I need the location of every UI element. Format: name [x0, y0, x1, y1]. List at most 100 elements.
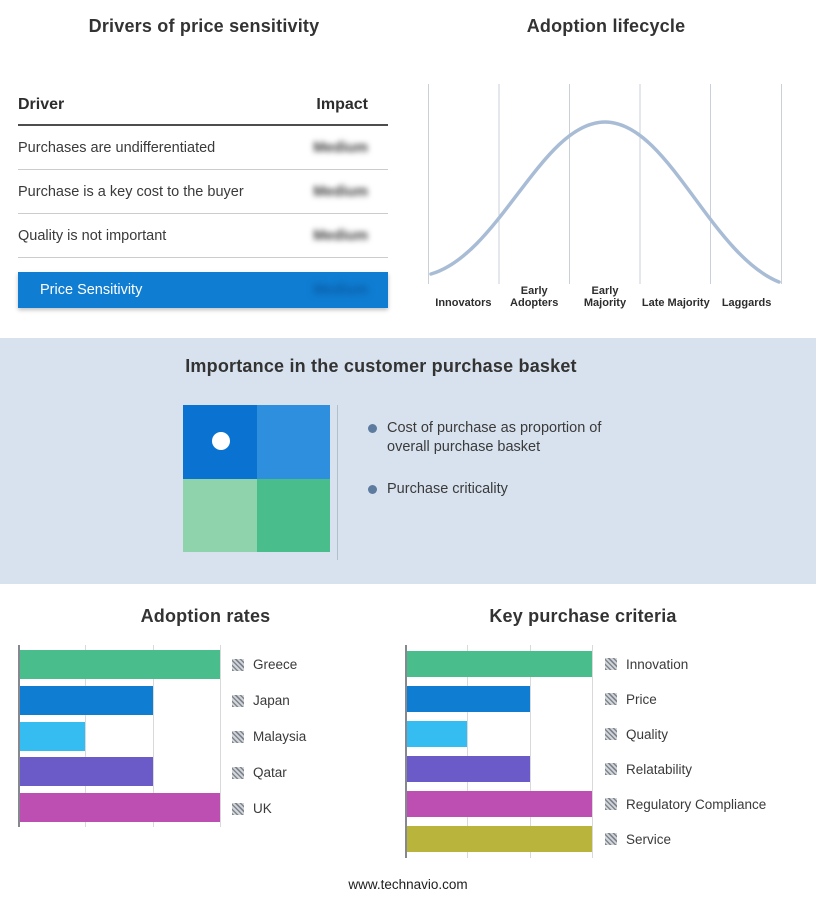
y-axis-line: [405, 645, 407, 858]
hatch-swatch-icon: [232, 766, 244, 779]
bell-curve-path: [429, 120, 781, 284]
legend-item-uk: UK: [232, 794, 306, 823]
drivers-title: Drivers of price sensitivity: [88, 16, 320, 36]
website-footer: www.technavio.com: [348, 877, 468, 892]
bar-relatability: [405, 756, 530, 782]
legend-item-regulatory-compliance: Regulatory Compliance: [605, 791, 766, 817]
drivers-table-rows: Purchases are undifferentiated Medium Purc…: [18, 126, 388, 258]
matrix-cell-top-left: [183, 405, 257, 479]
bar-qatar: [18, 757, 153, 787]
key-purchase-criteria-legend: Innovation Price Quality Relatability Regula…: [605, 651, 766, 852]
stage-label-early-majority: Early Majority: [583, 285, 627, 310]
legend-label: Regulatory Compliance: [626, 796, 767, 812]
drivers-table: Driver Impact Purchases are undifferenti…: [18, 96, 388, 308]
column-header-driver: Driver: [18, 96, 65, 113]
legend-item-relatability: Relatability: [605, 756, 766, 782]
adoption-rates-title: Adoption rates: [140, 606, 271, 626]
lifecycle-stage-labels: Innovators Early Adopters Early Majority La…: [428, 285, 782, 310]
legend-item-japan: Japan: [232, 686, 306, 715]
chart-bars: [405, 651, 592, 852]
legend-label: Innovation: [626, 656, 689, 672]
price-sensitivity-label: Price Sensitivity: [40, 282, 143, 298]
stage-label-laggards: Laggards: [721, 297, 772, 310]
legend-label: Price: [626, 691, 657, 707]
bar-innovation: [405, 651, 592, 677]
driver-label: Purchases are undifferentiated: [18, 139, 216, 156]
impact-value: Medium: [313, 183, 368, 200]
hatch-swatch-icon: [605, 833, 617, 845]
adoption-rates-legend: Greece Japan Malaysia Qatar UK: [232, 650, 306, 823]
matrix-cell-bottom-right: [256, 478, 330, 552]
legend-item-quality: Quality: [605, 721, 766, 747]
impact-value: Medium: [313, 139, 368, 156]
legend-label: Qatar: [253, 765, 287, 780]
hatch-swatch-icon: [232, 658, 244, 671]
driver-row-purchase-is-a-key-cost-t: Purchase is a key cost to the buyer Mediu…: [18, 170, 388, 214]
gridline: [467, 645, 469, 858]
legend-item-innovation: Innovation: [605, 651, 766, 677]
bell-curve-svg: [428, 84, 782, 284]
adoption-rates-chart: [18, 645, 221, 827]
basket-title: Importance in the customer purchase bask…: [185, 356, 577, 376]
key-purchase-criteria-chart: [405, 645, 593, 858]
chart-gridlines: [18, 645, 221, 827]
hatch-swatch-icon: [605, 658, 617, 670]
legend-label: Japan: [253, 693, 290, 708]
driver-label: Purchase is a key cost to the buyer: [18, 183, 244, 200]
legend-item-service: Service: [605, 826, 766, 852]
legend-item-price: Price: [605, 686, 766, 712]
legend-label: Greece: [253, 657, 298, 672]
legend-label: Service: [626, 831, 672, 847]
hatch-swatch-icon: [605, 693, 617, 705]
price-sensitivity-bar: Price Sensitivity Medium: [18, 272, 388, 308]
bar-greece: [18, 650, 220, 679]
gridline: [592, 645, 593, 858]
legend-item-greece: Greece: [232, 650, 306, 679]
legend-label: Relatability: [626, 761, 693, 777]
purchase-basket-matrix: [183, 405, 330, 552]
basket-bullet: Cost of purchase as proportion of overal…: [368, 419, 620, 457]
chart-gridlines: [405, 645, 593, 858]
driver-label: Quality is not important: [18, 227, 167, 244]
bar-uk: [18, 793, 220, 822]
legend-item-qatar: Qatar: [232, 758, 306, 787]
bar-malaysia: [18, 721, 86, 751]
position-dot-icon: [212, 432, 230, 450]
matrix-cell-bottom-left: [183, 478, 257, 552]
driver-row-quality-is-not-important: Quality is not important Medium: [18, 214, 388, 258]
drivers-table-header: Driver Impact: [18, 96, 388, 126]
column-header-impact: Impact: [316, 96, 368, 113]
hatch-swatch-icon: [232, 802, 244, 815]
gridline: [85, 645, 87, 827]
driver-row-purchases-are-undifferen: Purchases are undifferentiated Medium: [18, 126, 388, 170]
hatch-swatch-icon: [232, 730, 244, 743]
basket-bullet-list: Cost of purchase as proportion of overal…: [368, 419, 620, 522]
basket-bullet: Purchase criticality: [368, 480, 620, 499]
chart-bars: [18, 650, 220, 822]
purchase-basket-band: [0, 338, 816, 584]
gridline: [152, 645, 154, 827]
impact-value: Medium: [313, 227, 368, 244]
legend-label: Quality: [626, 726, 669, 742]
legend-label: UK: [253, 801, 272, 816]
bar-price: [405, 686, 530, 712]
lifecycle-title: Adoption lifecycle: [526, 16, 686, 36]
bar-japan: [18, 685, 153, 715]
legend-label: Malaysia: [253, 729, 307, 744]
bar-service: [405, 826, 592, 852]
stage-label-early-adopters: Early Adopters: [510, 285, 559, 310]
gridline: [529, 645, 531, 858]
y-axis-line: [18, 645, 20, 827]
adoption-lifecycle-chart: [428, 84, 782, 289]
key-purchase-criteria-title: Key purchase criteria: [489, 606, 677, 626]
price-sensitivity-impact-value: Medium: [313, 282, 368, 298]
hatch-swatch-icon: [605, 798, 617, 810]
stage-label-late-majority: Late Majority: [641, 297, 710, 310]
stage-label-innovators: Innovators: [435, 297, 492, 310]
gridline: [220, 645, 221, 827]
bar-regulatory-compliance: [405, 791, 592, 817]
matrix-axis-line: [337, 405, 338, 560]
legend-item-malaysia: Malaysia: [232, 722, 306, 751]
bar-quality: [405, 721, 468, 747]
